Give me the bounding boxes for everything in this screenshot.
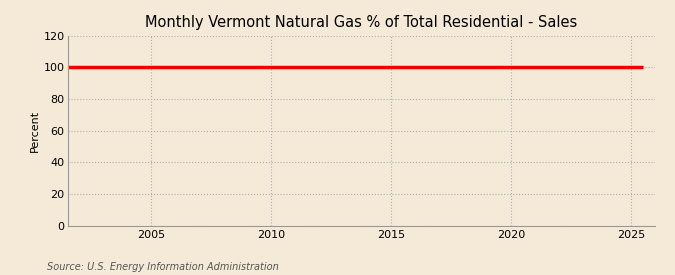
Text: Source: U.S. Energy Information Administration: Source: U.S. Energy Information Administ… [47, 262, 279, 272]
Title: Monthly Vermont Natural Gas % of Total Residential - Sales: Monthly Vermont Natural Gas % of Total R… [145, 15, 577, 31]
Y-axis label: Percent: Percent [30, 109, 39, 152]
